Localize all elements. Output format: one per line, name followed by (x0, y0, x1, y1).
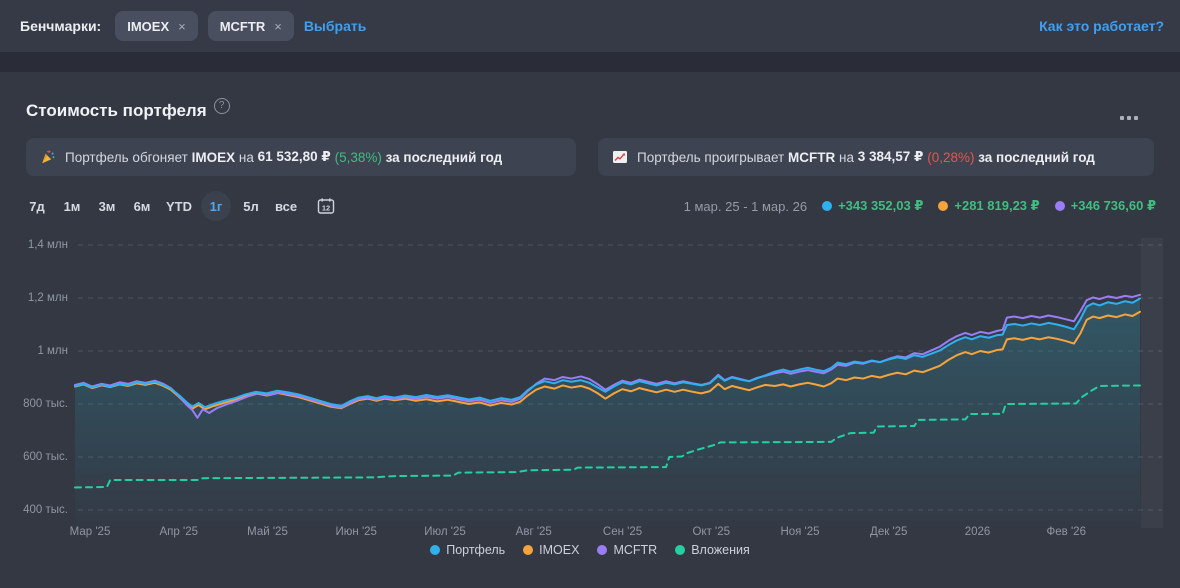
x-tick-label: Июл '25 (424, 526, 466, 538)
legend-item-imoex[interactable]: IMOEX (523, 543, 579, 557)
legend-dot (523, 545, 534, 555)
x-tick-label: Июн '25 (335, 526, 377, 538)
banner-text-mid: на (238, 149, 254, 165)
summary-gain-value: +343 352,03 ₽ (838, 198, 924, 213)
benchmark-banner-mcftr: Портфель проигрывает MCFTR на 3 384,57 ₽… (598, 138, 1154, 176)
banner-percent: (5,38%) (334, 149, 382, 165)
banner-percent: (0,28%) (927, 149, 975, 165)
time-range-selector: 7д 1м 3м 6м YTD 1г 5л все 12 (22, 189, 336, 223)
banner-text-suffix: за последний год (978, 149, 1095, 165)
banner-benchmark-name: IMOEX (191, 149, 236, 165)
benchmark-chip-label: IMOEX (127, 18, 170, 34)
legend-label: Вложения (691, 543, 750, 557)
benchmark-banner-imoex: Портфель обгоняет IMOEX на 61 532,80 ₽ (… (26, 138, 576, 176)
x-tick-label: Сен '25 (602, 526, 643, 538)
series-line-mcftr (74, 293, 1141, 419)
legend-dot (430, 545, 441, 555)
legend-dot (675, 545, 686, 555)
banner-benchmark-name: MCFTR (787, 149, 836, 165)
period-summary: 1 мар. 25 - 1 мар. 26 +343 352,03 ₽ +281 … (684, 189, 1156, 223)
benchmark-bar: Бенчмарки: IMOEX × MCFTR × Выбрать Как это … (0, 0, 1180, 52)
banner-text-mid: на (839, 149, 854, 165)
series-color-dot (938, 201, 949, 211)
how-it-works-link[interactable]: Как это работает? (1039, 18, 1164, 34)
calendar-12-icon[interactable]: 12 (316, 196, 336, 216)
chart-legend: Портфель IMOEX MCFTR Вложения (0, 543, 1180, 557)
series-color-dot (822, 201, 833, 211)
x-tick-label: Фев '26 (1046, 526, 1086, 538)
chip-remove-icon[interactable]: × (274, 18, 282, 34)
x-tick-label: Ноя '25 (780, 526, 820, 538)
summary-gain-портфель: +343 352,03 ₽ (822, 198, 923, 214)
banner-text-suffix: за последний год (385, 149, 503, 165)
benchmark-chip-imoex[interactable]: IMOEX × (115, 11, 198, 41)
summary-gain-mcftr: +346 736,60 ₽ (1054, 198, 1156, 214)
summary-gain-imoex: +281 819,23 ₽ (938, 198, 1040, 214)
range-button-6м[interactable]: 6м (133, 198, 151, 214)
range-button-1г[interactable]: 1г (201, 191, 231, 221)
legend-item-mcftr[interactable]: MCFTR (597, 543, 657, 557)
x-tick-label: Апр '25 (159, 526, 198, 538)
banner-amount: 61 532,80 ₽ (257, 149, 331, 164)
benchmark-chip-mcftr[interactable]: MCFTR × (207, 11, 294, 41)
series-line-portfolio (74, 297, 1141, 409)
x-tick-label: Мар '25 (69, 526, 111, 538)
summary-gain-value: +346 736,60 ₽ (1070, 198, 1156, 213)
x-tick-label: Май '25 (247, 526, 288, 538)
x-tick-label: Окт '25 (692, 526, 731, 538)
y-tick-label: 1,2 млн (27, 292, 68, 304)
range-button-3м[interactable]: 3м (98, 198, 116, 214)
legend-label: Портфель (446, 543, 506, 557)
legend-label: IMOEX (539, 543, 580, 557)
party-popper-icon (40, 149, 56, 165)
banner-amount: 3 384,57 ₽ (857, 149, 924, 164)
portfolio-area-fill (75, 298, 1140, 526)
banner-text-prefix: Портфель проигрывает (637, 149, 785, 165)
legend-item-portfolio[interactable]: Портфель (430, 543, 505, 557)
future-band (1141, 238, 1163, 528)
legend-dot (597, 545, 608, 555)
select-benchmark-link[interactable]: Выбрать (303, 18, 367, 34)
range-button-5л[interactable]: 5л (243, 198, 259, 214)
help-question-icon[interactable]: ? (213, 98, 230, 114)
range-button-7д[interactable]: 7д (29, 198, 45, 214)
series-color-dot (1054, 201, 1065, 211)
x-tick-label: 2026 (964, 526, 991, 538)
range-button-ytd[interactable]: YTD (166, 198, 192, 214)
y-tick-label: 1,4 млн (27, 239, 68, 251)
y-tick-label: 800 тыс. (23, 398, 68, 410)
banner-text-prefix: Портфель обгоняет (65, 149, 188, 165)
x-tick-label: Авг '25 (515, 526, 552, 538)
benchmark-chip-label: MCFTR (219, 18, 266, 34)
series-line-invested (74, 384, 1141, 489)
date-range-label: 1 мар. 25 - 1 мар. 26 (683, 198, 808, 214)
page-title: Стоимость портфеля (26, 101, 207, 120)
portfolio-chart (74, 238, 1163, 528)
y-tick-label: 1 млн (37, 345, 68, 357)
svg-text:12: 12 (322, 204, 330, 213)
card-title-row: Стоимость портфеля ? (26, 98, 230, 122)
range-button-1м[interactable]: 1м (63, 198, 81, 214)
ellipsis-menu-icon[interactable] (1116, 112, 1142, 124)
benchmark-chips: IMOEX × MCFTR × (115, 11, 304, 41)
legend-item-invested[interactable]: Вложения (675, 543, 750, 557)
legend-label: MCFTR (613, 543, 658, 557)
chip-remove-icon[interactable]: × (178, 18, 186, 34)
y-tick-label: 600 тыс. (23, 451, 68, 463)
benchmarks-label: Бенчмарки: (20, 18, 102, 34)
chart-increasing-icon (612, 149, 628, 165)
range-button-все[interactable]: все (275, 198, 298, 214)
summary-gain-value: +281 819,23 ₽ (954, 198, 1040, 213)
y-tick-label: 400 тыс. (23, 504, 68, 516)
x-tick-label: Дек '25 (870, 526, 908, 538)
